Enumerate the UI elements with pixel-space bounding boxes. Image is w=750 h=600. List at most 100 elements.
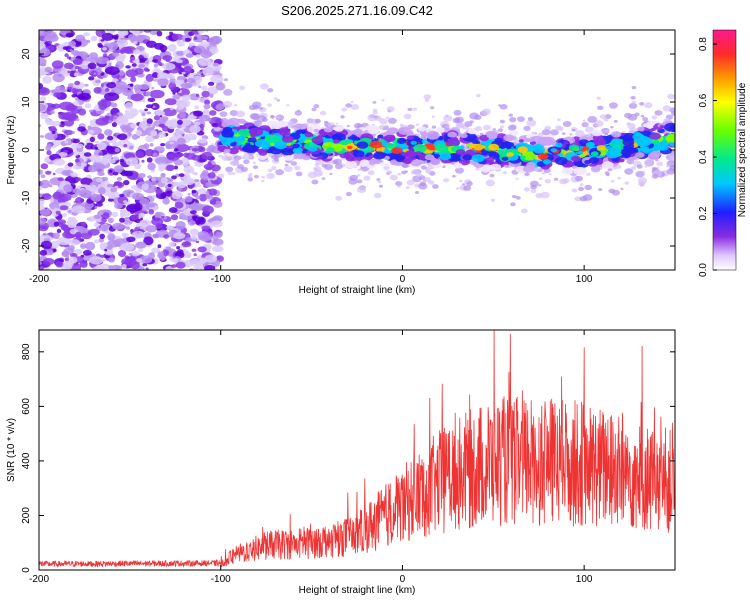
spectrogram-noise-cell [152,194,157,199]
spectrogram-ridge-cell [639,146,650,153]
spectrogram-noise-cell [152,233,160,239]
spectrogram-halo-cell [544,178,551,184]
spectrogram-ridge-cell [591,129,603,137]
spectrogram-ridge-cell [410,159,422,167]
spectrogram-noise-cell [93,239,100,244]
spectrogram-noise-cell [183,208,194,216]
spectrogram-ridge-cell [485,157,495,163]
spectrogram-noise-cell [197,30,205,34]
colorbar-gradient [712,29,737,271]
spectrogram-ridge-cell [481,164,493,171]
snr-x-tick-label: -100 [211,574,231,585]
spectrogram-noise-cell [104,92,120,101]
spectrogram-noise-cell [175,221,186,230]
spectrogram-halo-cell [620,187,624,191]
spectrogram-noise-cell [95,202,103,207]
spectrogram-noise-cell [158,123,164,128]
spectrogram-noise-cell [39,208,51,216]
spectrogram-noise-cell [183,241,190,246]
spectrogram-noise-cell [49,237,53,240]
spectrogram-halo-cell [530,188,537,194]
spectrogram-noise-cell [166,225,174,230]
spectrogram-noise-cell [167,44,177,52]
spectrogram-halo-cell [508,113,513,117]
spectrogram-ridge-cell [471,154,485,163]
spectrogram-ridge-cell [367,127,378,135]
spectrogram-noise-cell [55,261,64,268]
spectrogram-halo-cell [385,116,390,120]
spectrogram-halo-cell [490,198,496,202]
spectrogram-noise-cell [176,137,186,145]
spectrogram-noise-cell [115,61,124,70]
spectrogram-ridge-cell [611,131,622,138]
spectrogram-ridge-cell [383,134,396,142]
spectrogram-noise-cell [78,189,92,198]
spectrogram-noise-cell [151,86,154,90]
spectrogram-noise-cell [142,263,148,267]
spectrogram-noise-cell [49,202,60,210]
spectrogram-noise-cell [61,212,68,217]
spectrogram-halo-cell [572,128,576,132]
spectrogram-halo-cell [497,128,504,132]
spectrogram-noise-cell [179,118,192,127]
spectrogram-marks [39,30,675,270]
spectrogram-noise-cell [127,132,132,136]
spectrogram-noise-cell [96,264,103,270]
spectrogram-noise-cell [159,150,164,154]
spectrogram-noise-cell [207,117,212,122]
spectrogram-noise-cell [153,115,161,121]
spectrogram-halo-cell [475,167,481,171]
spectrogram-noise-cell [67,86,73,90]
spectrogram-noise-cell [193,172,198,176]
spectrogram-halo-cell [261,179,265,183]
spectrogram-ridge-cell [503,134,515,142]
spectrogram-noise-cell [52,73,65,83]
spectrogram-ridge-cell [592,138,607,147]
spectrogram-noise-cell [39,48,51,57]
spectrogram-halo-cell [276,116,281,119]
spectrogram-noise-cell [211,123,220,128]
spectrogram-noise-cell [39,43,46,48]
spectrogram-halo-cell [540,191,550,199]
spectrogram-noise-cell [54,207,58,210]
spectrogram-noise-cell [198,138,208,144]
spectrogram-noise-cell [119,85,128,93]
spectrogram-halo-cell [389,174,398,181]
spectrogram-noise-cell [125,226,130,230]
spectrogram-ridge-cell [247,137,257,144]
spectrogram-halo-cell [233,155,242,161]
spectrogram-noise-cell [93,214,101,220]
spectrogram-halo-cell [333,158,342,165]
spectrogram-noise-cell [74,65,80,70]
spectrogram-halo-cell [604,132,609,136]
spectrogram-halo-cell [499,104,508,110]
spectrogram-noise-cell [100,30,106,35]
spectrogram-halo-cell [222,100,233,108]
spectrogram-halo-cell [219,111,228,117]
spectrogram-ridge-cell [437,136,444,141]
spectrogram-noise-cell [80,254,85,258]
spectrogram-halo-cell [235,110,246,118]
spectrogram-halo-cell [628,102,638,109]
spectrogram-ridge-cell [585,141,595,148]
spectrogram-noise-cell [95,253,101,257]
spectrogram-halo-cell [340,115,345,119]
spectrogram-noise-cell [67,70,71,74]
spectrogram-ridge-cell [550,148,557,153]
spectrogram-noise-cell [57,177,64,182]
spectrogram-noise-cell [52,158,65,166]
spectrogram-halo-cell [584,184,592,191]
spectrogram-halo-cell [612,166,618,170]
spectrogram-noise-cell [116,74,121,77]
spectrogram-halo-cell [423,177,431,183]
spectrogram-noise-cell [40,179,50,189]
spectrogram-noise-cell [175,261,186,269]
spectrogram-noise-cell [117,249,127,258]
spectrogram-noise-cell [112,171,119,176]
spectrogram-halo-cell [651,115,658,120]
spectrogram-noise-cell [167,183,172,188]
spectrogram-noise-cell [103,212,110,216]
spectrogram-noise-cell [208,188,218,196]
spectrogram-noise-cell [174,201,184,209]
spectrogram-noise-cell [207,86,219,95]
